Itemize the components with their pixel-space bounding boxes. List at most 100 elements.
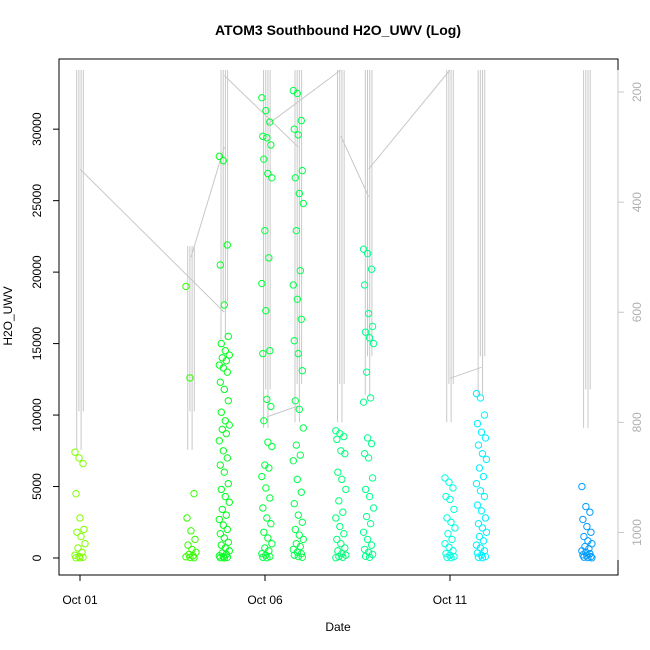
data-point <box>222 357 231 365</box>
data-point <box>265 254 273 262</box>
data-point <box>579 515 587 524</box>
data-point <box>76 514 84 522</box>
data-point <box>332 554 340 562</box>
data-point <box>479 537 488 545</box>
data-point <box>224 479 233 488</box>
data-point <box>267 141 275 149</box>
data-point <box>268 174 276 182</box>
data-point <box>225 351 234 359</box>
data-point <box>473 419 482 428</box>
data-point <box>477 507 486 515</box>
data-point <box>263 554 271 562</box>
data-point <box>216 553 225 562</box>
data-point <box>71 448 79 456</box>
data-point <box>480 411 489 419</box>
data-point <box>260 528 268 536</box>
data-point <box>182 282 190 291</box>
data-point <box>266 118 274 126</box>
data-point <box>296 451 304 459</box>
data-point <box>225 421 234 429</box>
data-point <box>290 337 298 345</box>
data-point <box>75 454 83 462</box>
data-point <box>74 544 82 552</box>
data-point <box>360 449 369 458</box>
data-point <box>264 438 272 446</box>
data-point <box>216 378 225 386</box>
y-tick-label: 30000 <box>30 112 44 146</box>
data-point <box>219 553 228 561</box>
pressure-profiles <box>76 69 591 450</box>
data-point <box>77 532 85 541</box>
data-point <box>444 530 452 538</box>
pressure-transition-line <box>266 69 342 126</box>
data-point <box>481 434 490 442</box>
data-point <box>580 553 588 561</box>
data-point <box>264 534 272 542</box>
data-point <box>266 347 274 355</box>
data-point <box>268 540 276 548</box>
data-point <box>336 522 344 531</box>
y2-tick-label: 600 <box>630 302 644 322</box>
data-point <box>259 132 267 141</box>
data-point <box>221 347 230 355</box>
data-point <box>267 402 275 411</box>
data-point <box>337 540 345 548</box>
pressure-transition-line <box>340 135 370 197</box>
data-point <box>340 432 348 441</box>
data-point <box>190 489 198 498</box>
data-point <box>186 553 194 562</box>
data-point <box>263 134 271 142</box>
data-point <box>219 447 228 455</box>
data-point <box>450 505 458 514</box>
data-point <box>299 424 307 432</box>
data-point <box>218 505 227 514</box>
data-point <box>451 524 459 532</box>
data-point <box>339 508 347 516</box>
data-point <box>259 553 267 561</box>
data-point <box>448 535 456 544</box>
data-point <box>291 174 299 182</box>
data-point <box>363 535 372 544</box>
data-point <box>441 474 449 482</box>
data-point <box>260 417 268 425</box>
data-point <box>223 553 232 561</box>
x-tick-label: Oct 06 <box>247 593 283 607</box>
data-point <box>368 322 377 331</box>
data-point <box>583 522 591 531</box>
data-point <box>449 484 457 492</box>
data-point <box>264 169 272 178</box>
data-point <box>586 508 594 516</box>
data-point <box>479 472 488 481</box>
data-point <box>366 394 375 402</box>
data-point <box>367 265 376 273</box>
data-point <box>215 152 224 161</box>
data-point <box>293 295 301 303</box>
data-point <box>447 554 455 562</box>
data-point <box>333 435 341 444</box>
y2-tick-label: 200 <box>630 82 644 102</box>
data-point <box>362 368 371 376</box>
data-point <box>367 439 376 448</box>
data-point <box>187 527 195 535</box>
data-point <box>216 261 225 269</box>
data-point <box>215 552 224 560</box>
data-point <box>73 528 81 536</box>
data-point <box>335 497 343 505</box>
data-point <box>445 543 453 551</box>
data-points <box>71 86 596 562</box>
pressure-transition-line <box>79 168 225 313</box>
x-axis-label: Date <box>325 620 351 634</box>
data-point <box>72 554 80 562</box>
data-point <box>588 554 596 562</box>
data-point <box>216 530 225 538</box>
data-point <box>293 89 301 98</box>
data-point <box>472 389 481 398</box>
data-point <box>298 166 306 175</box>
data-point <box>293 475 301 484</box>
data-point <box>474 519 483 528</box>
data-point <box>472 479 481 488</box>
data-point <box>369 339 378 348</box>
data-point <box>223 241 232 249</box>
data-point <box>266 494 274 502</box>
